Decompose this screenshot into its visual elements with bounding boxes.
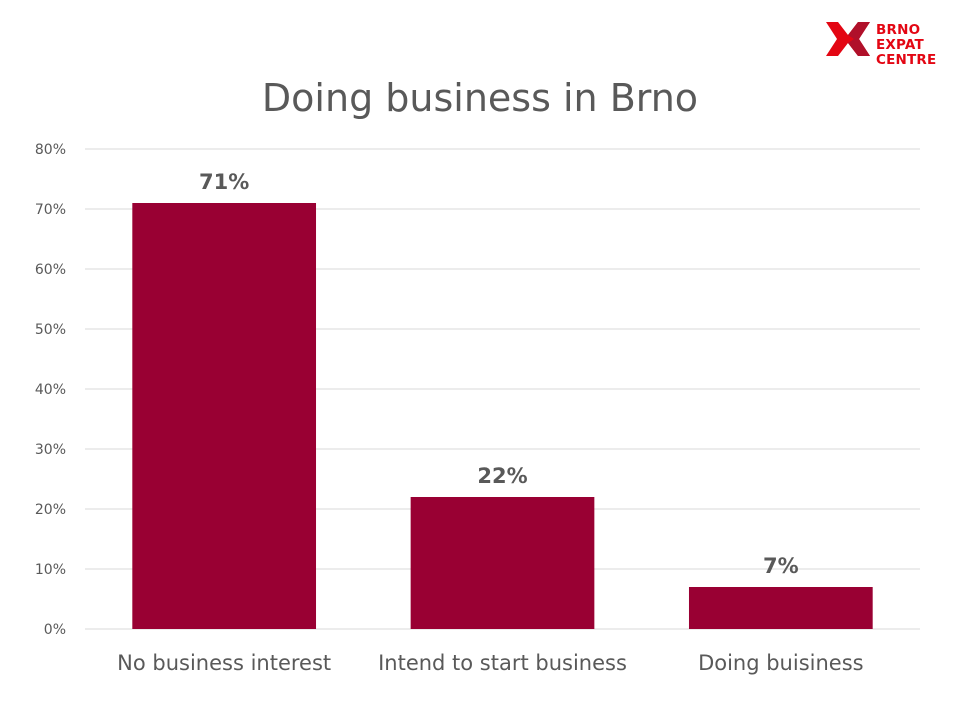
chart-title: Doing business in Brno bbox=[261, 76, 699, 120]
bar bbox=[688, 587, 873, 629]
x-tick-label: No business interest bbox=[117, 651, 331, 675]
logo-line-1: BRNO bbox=[876, 22, 921, 38]
data-label: 7% bbox=[763, 554, 799, 578]
y-tick-label: 20% bbox=[35, 502, 66, 518]
bar bbox=[132, 203, 317, 629]
y-tick-label: 10% bbox=[35, 562, 66, 578]
y-tick-label: 70% bbox=[35, 202, 66, 218]
logo-line-3: CENTRE bbox=[876, 52, 937, 68]
y-tick-label: 60% bbox=[35, 262, 66, 278]
x-tick-label: Intend to start business bbox=[378, 651, 627, 675]
logo-text: BRNO EXPAT CENTRE bbox=[876, 23, 936, 68]
x-tick-label: Doing buisiness bbox=[698, 651, 864, 675]
y-tick-label: 30% bbox=[35, 442, 66, 458]
data-label: 71% bbox=[199, 170, 249, 194]
y-tick-label: 0% bbox=[44, 622, 66, 638]
y-tick-label: 50% bbox=[35, 322, 66, 338]
logo-mark-icon bbox=[826, 22, 870, 56]
data-label: 22% bbox=[477, 464, 527, 488]
bar bbox=[410, 497, 595, 629]
y-tick-label: 80% bbox=[35, 142, 66, 158]
brno-expat-centre-logo: BRNO EXPAT CENTRE bbox=[826, 22, 950, 72]
y-tick-label: 40% bbox=[35, 382, 66, 398]
logo-line-2: EXPAT bbox=[876, 37, 924, 53]
